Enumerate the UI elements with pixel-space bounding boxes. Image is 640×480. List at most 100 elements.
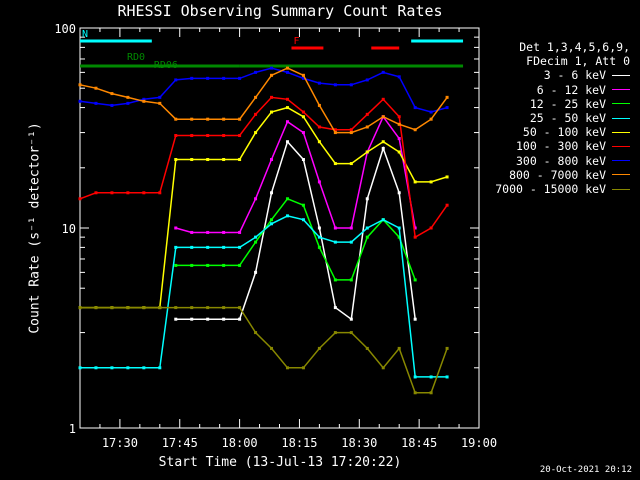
data-point-s1 [270,158,274,162]
data-point-s2 [333,278,337,282]
series-line-4 [80,106,448,309]
data-point-s4 [301,115,305,119]
data-point-s4 [381,140,385,144]
data-point-s1 [206,230,210,234]
data-point-s1 [333,226,337,230]
data-point-s3 [381,218,385,222]
data-point-s6 [174,78,178,82]
y-axis-label: Count Rate (s⁻¹ detector⁻¹) [27,122,43,334]
data-point-s7 [397,122,401,126]
data-point-s0 [317,226,321,230]
legend-swatch [612,188,630,190]
data-point-s4 [190,158,194,162]
data-point-s6 [301,76,305,80]
data-point-s2 [301,203,305,207]
data-point-s5 [190,134,194,138]
legend-item: 6 - 12 keV [478,83,630,97]
data-point-s4 [429,180,433,184]
data-point-s2 [190,263,194,267]
legend-swatch [612,103,630,105]
data-point-s1 [238,230,242,234]
data-point-s6 [78,99,82,103]
x-tick-label: 17:45 [162,436,198,450]
data-point-s3 [429,375,433,379]
data-point-s3 [285,214,289,218]
data-point-s2 [349,278,353,282]
data-point-s6 [445,106,449,110]
legend-item: 3 - 6 keV [478,68,630,82]
legend-item-label: 100 - 300 keV [515,139,606,154]
data-point-s8 [349,331,353,335]
data-point-s3 [413,375,417,379]
data-point-s2 [254,240,258,244]
data-point-s0 [206,317,210,321]
data-point-s6 [222,76,226,80]
data-point-s3 [158,366,162,370]
x-tick-label: 18:45 [401,436,437,450]
data-point-s2 [238,263,242,267]
data-point-s8 [381,366,385,370]
data-point-s7 [285,66,289,70]
data-point-s7 [110,92,114,96]
data-point-s7 [270,73,274,77]
data-point-s4 [270,110,274,114]
data-point-s7 [78,83,82,87]
data-point-s1 [349,226,353,230]
data-point-s8 [142,306,146,310]
data-point-s0 [190,317,194,321]
data-point-s3 [206,245,210,249]
data-point-s5 [222,134,226,138]
data-point-s2 [365,235,369,239]
data-point-s6 [365,78,369,82]
data-point-s7 [381,115,385,119]
legend-item: 25 - 50 keV [478,111,630,125]
legend-header-line-1: Det 1,3,4,5,6,9, [519,40,630,54]
data-point-s8 [94,306,98,310]
series-line-1 [175,115,416,234]
data-point-s5 [238,134,242,138]
data-point-s5 [285,97,289,101]
data-point-s8 [365,346,369,350]
data-point-s6 [158,95,162,99]
data-point-s0 [238,317,242,321]
data-point-s0 [413,317,417,321]
data-point-s0 [365,197,369,201]
x-tick-label: 18:30 [341,436,377,450]
attenuator-label: RD0 [127,52,145,63]
data-point-s6 [190,76,194,80]
legend: Det 1,3,4,5,6,9, FDecim 1, Att 0 3 - 6 k… [478,40,630,196]
data-point-s5 [270,95,274,99]
data-point-s5 [174,134,178,138]
data-point-s5 [158,191,162,195]
data-point-s6 [238,76,242,80]
data-point-s2 [222,263,226,267]
data-point-s4 [397,150,401,154]
series-line-0 [175,140,416,321]
legend-swatch [612,131,630,133]
data-point-s8 [270,346,274,350]
data-point-s6 [429,110,433,114]
data-point-s3 [126,366,130,370]
data-point-s3 [110,366,114,370]
data-point-s7 [413,128,417,132]
data-point-s1 [301,131,305,135]
data-point-s4 [317,140,321,144]
data-point-s6 [413,106,417,110]
data-point-s5 [94,191,98,195]
legend-item: 7000 - 15000 keV [478,182,630,196]
legend-item: 100 - 300 keV [478,139,630,153]
data-point-s6 [110,103,114,107]
data-point-s5 [142,191,146,195]
data-point-s5 [78,197,82,201]
x-tick-label: 19:00 [461,436,497,450]
chart-title: RHESSI Observing Summary Count Rates [117,2,443,20]
legend-swatch [612,89,630,91]
data-point-s5 [254,112,258,116]
data-point-s6 [270,66,274,70]
data-point-s5 [429,226,433,230]
data-point-s4 [174,158,178,162]
data-point-s6 [317,81,321,85]
data-point-s3 [190,245,194,249]
legend-item: 12 - 25 keV [478,97,630,111]
